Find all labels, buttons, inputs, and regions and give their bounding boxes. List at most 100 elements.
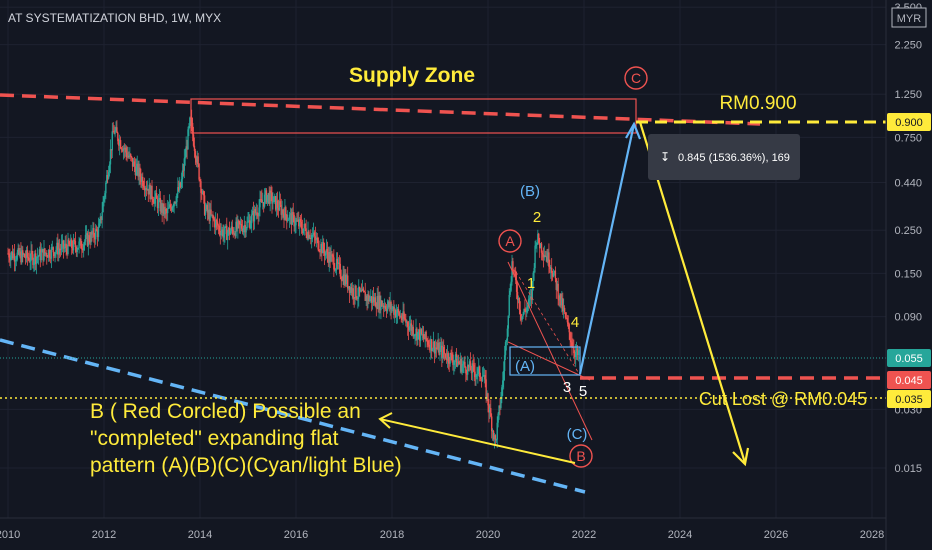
candle-body bbox=[546, 256, 548, 262]
candle-body bbox=[405, 319, 407, 323]
candle-body bbox=[165, 208, 167, 211]
candle-body bbox=[212, 214, 214, 219]
candle-body bbox=[448, 361, 450, 364]
candle-body bbox=[338, 262, 341, 264]
candle-body bbox=[236, 221, 238, 229]
candle-body bbox=[570, 340, 572, 343]
candle-body bbox=[318, 249, 320, 252]
candle-body bbox=[436, 348, 438, 350]
candle-body bbox=[262, 202, 265, 207]
x-tick-label: 2022 bbox=[572, 529, 596, 541]
flat-channel-mid bbox=[515, 271, 579, 373]
candle-body bbox=[569, 332, 571, 341]
candle-body bbox=[134, 166, 137, 176]
candle-body bbox=[242, 227, 245, 233]
candle-body bbox=[369, 298, 371, 302]
candle-body bbox=[538, 233, 540, 243]
candle-body bbox=[486, 393, 488, 398]
candle-body bbox=[176, 193, 178, 203]
candle-body bbox=[453, 362, 455, 365]
candle-body bbox=[193, 145, 196, 151]
candle-body bbox=[440, 345, 442, 348]
candle-body bbox=[410, 323, 413, 331]
candle-body bbox=[574, 352, 577, 357]
label-b-red-text: B bbox=[576, 448, 585, 464]
candle-body bbox=[433, 341, 436, 354]
candle-body bbox=[273, 196, 275, 202]
candle-body bbox=[276, 200, 279, 208]
candle-body bbox=[325, 249, 328, 253]
candle-body bbox=[553, 270, 556, 273]
candle-body bbox=[97, 226, 100, 237]
candle-body bbox=[335, 258, 338, 270]
candle-body bbox=[442, 347, 444, 358]
candle-body bbox=[82, 249, 84, 251]
candle-body bbox=[366, 295, 368, 301]
label-b-red-circle bbox=[569, 444, 593, 468]
candle-body bbox=[352, 288, 354, 298]
candle-body bbox=[363, 290, 366, 293]
candle-body bbox=[125, 147, 127, 153]
candle-body bbox=[141, 176, 143, 182]
candle-body bbox=[16, 252, 18, 260]
y-tick-label: 0.750 bbox=[894, 132, 922, 144]
candle-body bbox=[252, 211, 255, 222]
candle-body bbox=[126, 152, 128, 158]
candle-body bbox=[7, 253, 9, 255]
pattern-note-line-1: B ( Red Corcled) Possible an bbox=[90, 400, 361, 423]
candle-body bbox=[329, 252, 331, 262]
candle-body bbox=[175, 202, 177, 204]
candle-body bbox=[142, 176, 144, 187]
candle-body bbox=[430, 339, 433, 351]
x-tick-label: 2020 bbox=[476, 529, 500, 541]
candle-body bbox=[467, 364, 470, 368]
candle-body bbox=[52, 247, 54, 253]
candle-body bbox=[154, 193, 157, 198]
candle-body bbox=[94, 236, 96, 240]
candle-body bbox=[221, 229, 223, 232]
candle-body bbox=[413, 335, 415, 337]
currency-label: MYR bbox=[897, 13, 922, 25]
candle-body bbox=[229, 231, 232, 235]
candle-body bbox=[209, 209, 211, 222]
candle-body bbox=[238, 221, 241, 225]
candle-body bbox=[191, 122, 194, 135]
candle-body bbox=[82, 244, 85, 251]
candle-body bbox=[490, 416, 493, 432]
candle-body bbox=[394, 310, 396, 315]
candle-body bbox=[524, 309, 526, 311]
label-c-red-circle bbox=[624, 66, 648, 90]
candle-body bbox=[414, 335, 416, 337]
candle-body bbox=[167, 207, 170, 209]
candle-body bbox=[40, 252, 42, 261]
candle-body bbox=[383, 305, 386, 308]
candle-body bbox=[156, 198, 159, 209]
candle-body bbox=[339, 263, 342, 277]
candle-body bbox=[43, 248, 45, 261]
candle-body bbox=[403, 311, 405, 319]
supply-zone-box bbox=[190, 98, 637, 134]
candle-body bbox=[362, 288, 365, 291]
candle-body bbox=[290, 213, 293, 225]
candle-body bbox=[521, 316, 523, 320]
candle-body bbox=[116, 127, 118, 133]
candle-body bbox=[576, 348, 579, 356]
candle-body bbox=[219, 231, 222, 236]
wave-label-3: 3 bbox=[563, 379, 571, 396]
y-tick-label: 0.440 bbox=[894, 177, 922, 189]
candle-body bbox=[549, 266, 551, 269]
candle-body bbox=[494, 435, 497, 440]
candle-body bbox=[340, 276, 342, 280]
candle-body bbox=[537, 233, 539, 243]
candle-body bbox=[145, 188, 148, 190]
candle-body bbox=[399, 315, 402, 317]
candle-body bbox=[343, 274, 345, 285]
candle-body bbox=[166, 208, 169, 214]
candle-body bbox=[321, 243, 323, 254]
candle-body bbox=[407, 326, 410, 331]
candle-body bbox=[138, 167, 140, 177]
candle-body bbox=[119, 140, 122, 149]
candle-body bbox=[150, 185, 152, 200]
candle-body bbox=[135, 166, 138, 176]
candle-body bbox=[282, 209, 284, 214]
